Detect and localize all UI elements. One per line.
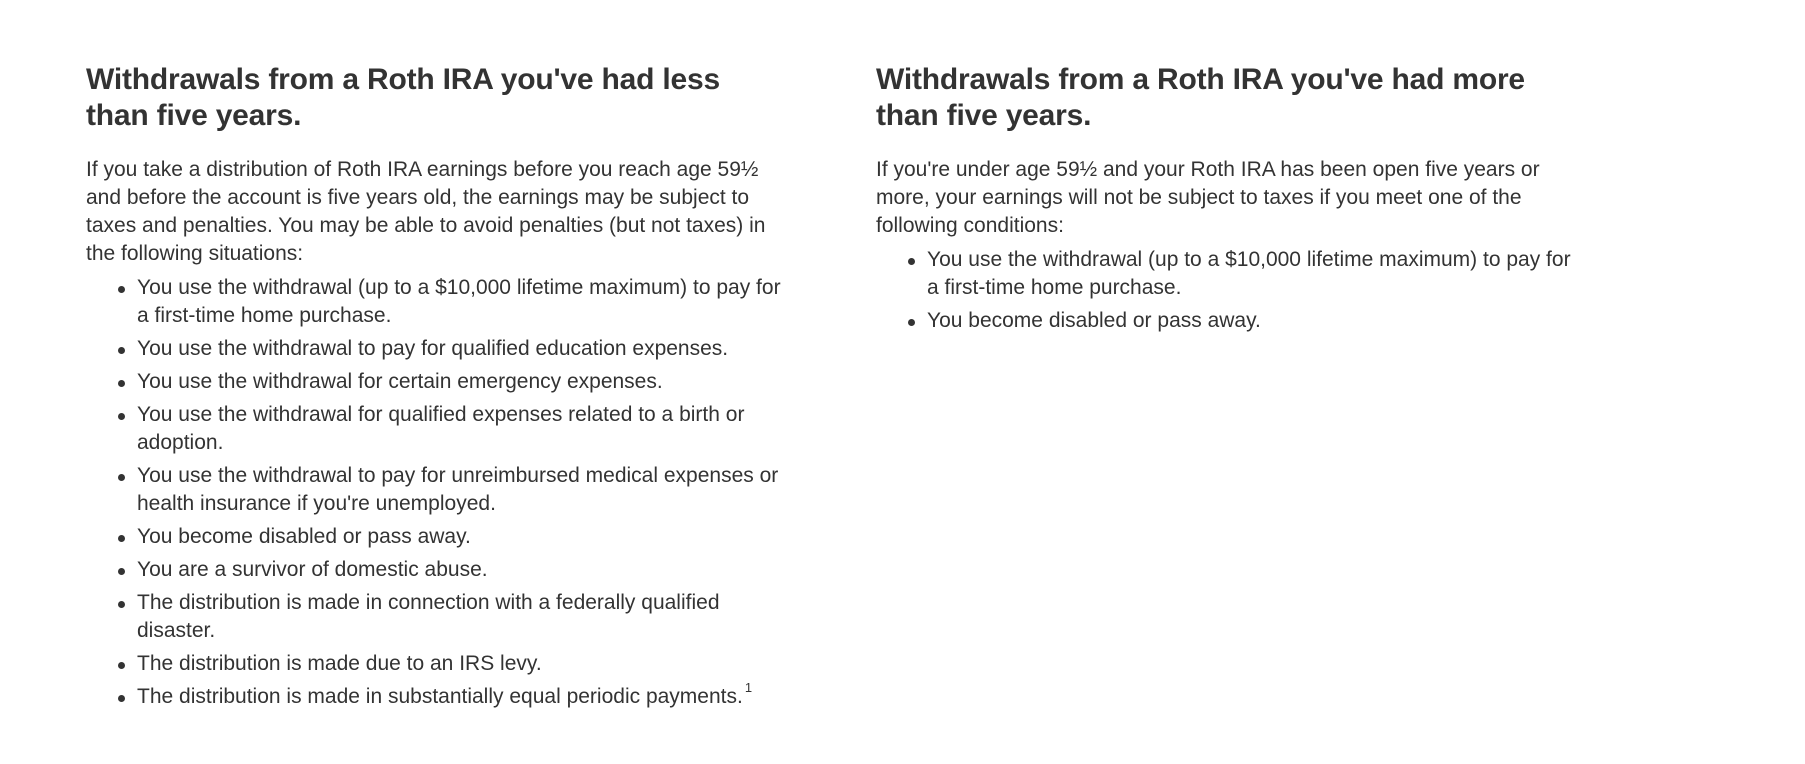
bullet-icon bbox=[118, 286, 125, 293]
section-less-than-five-years: Withdrawals from a Roth IRA you've had l… bbox=[86, 62, 791, 716]
footnote-link[interactable]: 1 bbox=[744, 680, 753, 695]
list-item-text: You become disabled or pass away. bbox=[137, 525, 471, 548]
list-item-text: You use the withdrawal to pay for unreim… bbox=[137, 464, 779, 515]
condition-list: You use the withdrawal (up to a $10,000 … bbox=[876, 246, 1581, 335]
bullet-icon bbox=[118, 695, 125, 702]
list-item: You are a survivor of domestic abuse. bbox=[118, 556, 791, 584]
exception-list: You use the withdrawal (up to a $10,000 … bbox=[86, 274, 791, 711]
bullet-icon bbox=[118, 474, 125, 481]
list-item: You use the withdrawal for certain emerg… bbox=[118, 368, 791, 396]
list-item-text: You use the withdrawal for qualified exp… bbox=[137, 403, 745, 454]
list-item: The distribution is made in connection w… bbox=[118, 589, 791, 645]
bullet-icon bbox=[118, 413, 125, 420]
list-item-text: The distribution is made due to an IRS l… bbox=[137, 652, 542, 675]
list-item-text: You are a survivor of domestic abuse. bbox=[137, 558, 488, 581]
bullet-icon bbox=[118, 662, 125, 669]
list-item: You become disabled or pass away. bbox=[908, 307, 1581, 335]
section-more-than-five-years: Withdrawals from a Roth IRA you've had m… bbox=[876, 62, 1581, 340]
list-item-text: You use the withdrawal to pay for qualif… bbox=[137, 337, 729, 360]
bullet-icon bbox=[118, 535, 125, 542]
section-intro: If you take a distribution of Roth IRA e… bbox=[86, 158, 766, 265]
list-item: The distribution is made in substantiall… bbox=[118, 680, 791, 711]
bullet-icon bbox=[908, 319, 915, 326]
list-item-text: The distribution is made in substantiall… bbox=[137, 685, 743, 708]
list-item-text: You use the withdrawal for certain emerg… bbox=[137, 370, 663, 393]
list-item: The distribution is made due to an IRS l… bbox=[118, 650, 791, 678]
list-item-text: You use the withdrawal (up to a $10,000 … bbox=[927, 248, 1571, 299]
bullet-icon bbox=[118, 601, 125, 608]
list-item-text: You become disabled or pass away. bbox=[927, 309, 1261, 332]
list-item: You use the withdrawal for qualified exp… bbox=[118, 401, 791, 457]
list-item: You become disabled or pass away. bbox=[118, 523, 791, 551]
bullet-icon bbox=[118, 347, 125, 354]
list-item: You use the withdrawal (up to a $10,000 … bbox=[118, 274, 791, 330]
list-item: You use the withdrawal to pay for qualif… bbox=[118, 335, 791, 363]
section-heading: Withdrawals from a Roth IRA you've had l… bbox=[86, 63, 720, 132]
list-item: You use the withdrawal to pay for unreim… bbox=[118, 462, 791, 518]
list-item-text: The distribution is made in connection w… bbox=[137, 591, 720, 642]
bullet-icon bbox=[908, 258, 915, 265]
list-item-text: You use the withdrawal (up to a $10,000 … bbox=[137, 276, 781, 327]
bullet-icon bbox=[118, 380, 125, 387]
list-item: You use the withdrawal (up to a $10,000 … bbox=[908, 246, 1581, 302]
bullet-icon bbox=[118, 568, 125, 575]
section-heading: Withdrawals from a Roth IRA you've had m… bbox=[876, 63, 1525, 132]
section-intro: If you're under age 59½ and your Roth IR… bbox=[876, 158, 1540, 237]
